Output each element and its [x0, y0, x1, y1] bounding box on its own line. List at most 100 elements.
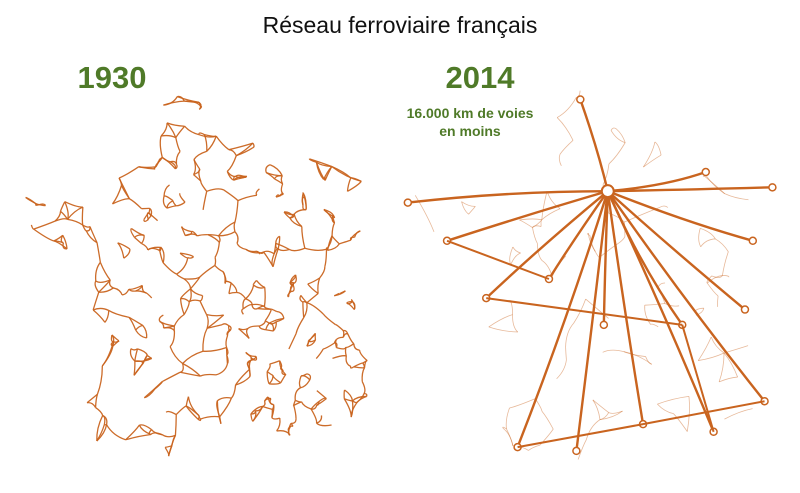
rail-line — [334, 290, 346, 297]
rail-line — [206, 314, 209, 329]
rail-line — [300, 379, 311, 389]
rail-line — [461, 201, 476, 207]
rail-line — [565, 347, 567, 360]
main-line — [446, 189, 609, 242]
rail-line — [272, 248, 279, 267]
rail-line — [245, 285, 255, 300]
rail-line — [219, 416, 222, 424]
rail-line — [185, 405, 200, 417]
rail-line — [237, 194, 257, 202]
station — [576, 95, 585, 104]
rail-line — [599, 412, 610, 421]
rail-line — [141, 285, 147, 294]
rail-line — [225, 335, 229, 348]
rail-line — [147, 246, 161, 251]
rail-line — [215, 363, 229, 376]
rail-line — [180, 226, 192, 233]
rail-line — [227, 325, 230, 331]
rail-line — [173, 313, 185, 327]
rail-line — [200, 373, 217, 377]
rail-line — [62, 234, 68, 249]
maps — [25, 90, 777, 460]
rail-line — [723, 352, 738, 378]
rail-line — [214, 264, 224, 273]
rail-line — [223, 189, 239, 202]
rail-line — [125, 433, 151, 441]
rail-line — [303, 196, 307, 210]
rail-line — [698, 228, 702, 247]
station — [740, 305, 750, 314]
rail-line — [587, 232, 591, 236]
rail-line — [706, 282, 719, 297]
rail-line — [166, 122, 177, 138]
rail-line — [206, 314, 225, 329]
rail-line — [301, 226, 306, 249]
station — [748, 236, 758, 246]
rail-line — [259, 320, 266, 327]
rail-line — [207, 234, 220, 243]
rail-line — [216, 396, 232, 402]
rail-line — [166, 205, 177, 209]
rail-line — [266, 370, 274, 376]
rail-line — [299, 295, 304, 303]
rail-line — [262, 401, 266, 408]
main-line — [407, 189, 608, 204]
main-line — [446, 239, 550, 280]
rail-line — [252, 279, 257, 286]
rail-line — [644, 303, 665, 306]
rail-line — [92, 307, 110, 312]
rail-line — [537, 243, 543, 261]
rail-line — [346, 302, 355, 310]
rail-line — [113, 340, 120, 343]
rail-line — [175, 137, 181, 152]
rail-line — [228, 142, 254, 151]
rail-line — [158, 314, 164, 322]
rail-line — [263, 251, 274, 268]
rail-line — [179, 252, 189, 259]
rail-line — [236, 243, 247, 250]
rail-line — [705, 175, 725, 194]
main-line — [485, 190, 609, 299]
rail-line — [706, 275, 712, 284]
rail-line — [335, 336, 344, 341]
rail-line — [228, 325, 232, 332]
rail-line — [301, 196, 305, 206]
rail-line — [326, 235, 333, 250]
rail-line — [303, 302, 308, 318]
rail-line — [288, 247, 306, 252]
rail-line — [414, 195, 435, 232]
rail-line — [506, 428, 514, 446]
rail-line — [654, 141, 662, 156]
station — [600, 184, 615, 199]
rail-line — [585, 419, 601, 440]
rail-line — [276, 310, 285, 319]
rail-line — [266, 371, 270, 385]
rail-line — [199, 300, 208, 315]
rail-line — [162, 371, 181, 383]
rail-line — [532, 219, 543, 228]
rail-line — [175, 125, 186, 138]
rail-line — [96, 365, 103, 395]
rail-line — [710, 336, 725, 354]
rail-line — [623, 351, 652, 365]
rail-line — [346, 177, 352, 192]
rail-line — [602, 163, 610, 186]
rail-line — [236, 147, 253, 157]
main-line — [547, 190, 609, 280]
rail-line — [532, 227, 538, 244]
rail-line — [144, 388, 156, 399]
rail-line — [118, 166, 139, 179]
rail-line — [558, 154, 562, 166]
rail-line — [222, 271, 226, 282]
rail-line — [505, 407, 510, 429]
rail-line — [148, 208, 151, 214]
rail-line — [226, 329, 230, 336]
rail-line — [659, 205, 669, 208]
rail-line — [295, 399, 303, 403]
rail-line — [351, 300, 356, 310]
rail-line — [356, 393, 365, 403]
rail-line — [279, 367, 287, 376]
rail-line — [650, 323, 659, 328]
rail-line — [159, 320, 165, 329]
rail-line — [226, 171, 234, 181]
